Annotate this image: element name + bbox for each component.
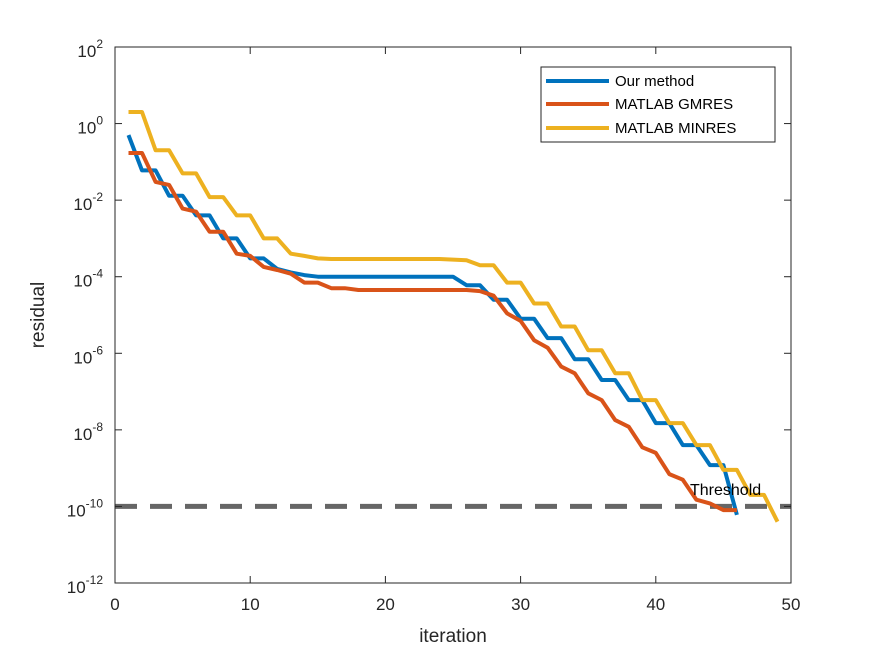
x-tick-label: 10 [241,595,260,614]
x-tick-label: 20 [376,595,395,614]
legend: Our method MATLAB GMRES MATLAB MINRES [540,66,776,143]
x-tick-label: 50 [782,595,801,614]
y-tick-label: 100 [77,114,103,138]
x-tick-label: 40 [646,595,665,614]
threshold-label: Threshold [690,482,761,499]
legend-entry-matlab-minres: MATLAB MINRES [615,120,736,137]
y-tick-label: 10-12 [67,573,104,597]
x-tick-label: 30 [511,595,530,614]
y-tick-label: 10-10 [67,496,104,520]
x-tick-label: 0 [110,595,119,614]
axes-box [114,46,792,584]
series-line-our-method [126,134,739,516]
series-line-matlab-gmres [128,151,737,513]
legend-entry-our-method: Our method [615,73,694,90]
ticks-layer: 0 10 20 30 40 50 10-12 10-10 10-8 10-6 10-4 10-2 100… [67,37,801,614]
series-layer [126,110,780,523]
y-tick-label: 102 [77,37,103,61]
y-tick-label: 10-6 [73,343,103,367]
series-line-matlab-minres [128,110,780,523]
y-tick-label: 10-2 [73,190,103,214]
y-axis-label: residual [28,282,49,349]
y-tick-label: 10-4 [73,267,103,291]
x-axis-label: iteration [419,626,487,647]
y-tick-label: 10-8 [73,420,103,444]
legend-entry-matlab-gmres: MATLAB GMRES [615,96,733,113]
